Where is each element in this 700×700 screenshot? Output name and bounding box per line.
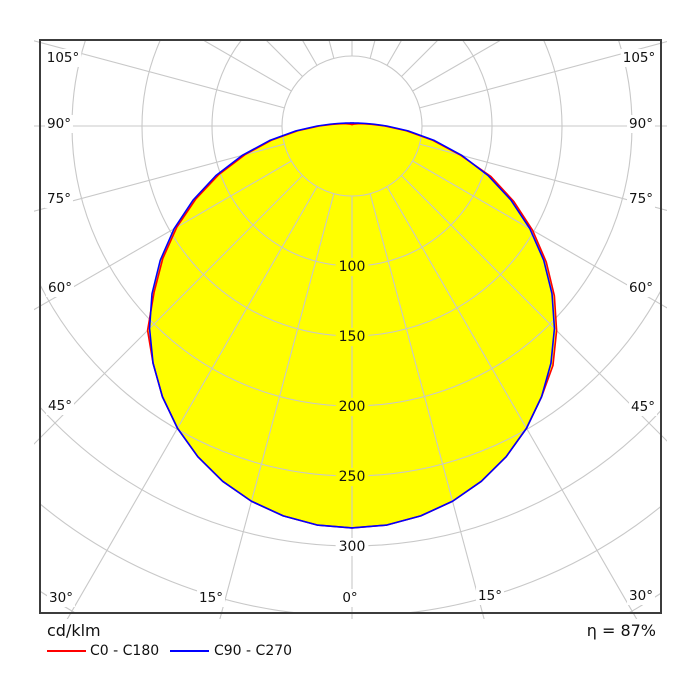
angle-label: 90°: [629, 116, 653, 132]
angle-label-bg: [45, 190, 73, 208]
grid-ray: [369, 193, 485, 619]
ring-label-bg: [335, 468, 369, 486]
angle-label: 0°: [342, 590, 357, 606]
grid-ray: [328, 40, 335, 59]
angle-label-bg: [629, 398, 657, 416]
angle-label-bg: [46, 397, 74, 415]
angle-label-bg: [620, 49, 658, 67]
grid-ray: [369, 40, 376, 59]
angle-label: 30°: [49, 590, 73, 606]
grid-ray: [201, 40, 292, 92]
angle-label-bg: [627, 115, 655, 133]
ring-value-label: 150: [339, 329, 366, 345]
grid-ray: [34, 160, 292, 311]
legend-label-c0-c180: C0 - C180: [90, 643, 160, 659]
angle-label-bg: [45, 115, 73, 133]
angle-label-bg: [627, 190, 655, 208]
ring-value-label: 100: [339, 259, 366, 275]
angle-label: 45°: [48, 398, 72, 414]
angle-label-bg: [340, 589, 360, 607]
angle-label-bg: [627, 587, 655, 605]
legend-label-c90-c270: C90 - C270: [214, 643, 293, 659]
ring-value-label: 300: [339, 539, 366, 555]
angle-label-bg: [197, 589, 225, 607]
grid-ray: [386, 186, 638, 619]
ring-label-bg: [335, 258, 369, 276]
grid-ray: [66, 186, 318, 619]
angle-label: 60°: [48, 280, 72, 296]
ring-value-label: 200: [339, 399, 366, 415]
angle-label-bg: [476, 587, 504, 605]
grid-ray: [412, 160, 667, 309]
chart-frame: [39, 39, 662, 614]
angle-label: 30°: [629, 588, 653, 604]
angle-label: 75°: [47, 191, 71, 207]
ring-label-bg: [335, 538, 369, 556]
angle-label-bg: [627, 279, 655, 297]
ring-value-label: 250: [339, 469, 366, 485]
ring-label-bg: [335, 328, 369, 346]
angle-label-bg: [47, 589, 75, 607]
angle-label: 90°: [47, 116, 71, 132]
angle-label-bg: [46, 279, 74, 297]
angle-label-bg: [44, 49, 82, 67]
grid-ray: [34, 143, 285, 212]
grid-ray: [34, 40, 285, 109]
angle-label: 105°: [623, 50, 656, 66]
grid-ray: [401, 175, 667, 442]
efficiency-label: η = 87%: [586, 621, 656, 640]
angle-label: 15°: [478, 588, 502, 604]
legend-swatch-c90-c270: [170, 650, 209, 652]
legend-swatch-c0-c180: [47, 650, 86, 652]
grid-ray: [219, 193, 335, 619]
ring-label-bg: [335, 398, 369, 416]
grid-ray: [419, 143, 667, 211]
angle-label: 45°: [631, 399, 655, 415]
grid-ray: [419, 41, 667, 109]
unit-label: cd/klm: [47, 621, 101, 640]
angle-label: 60°: [629, 280, 653, 296]
curve-c90-c270: [148, 122, 556, 529]
grid-ray: [34, 175, 303, 445]
angle-label: 15°: [199, 590, 223, 606]
angle-label: 105°: [47, 50, 80, 66]
angle-label: 75°: [629, 191, 653, 207]
